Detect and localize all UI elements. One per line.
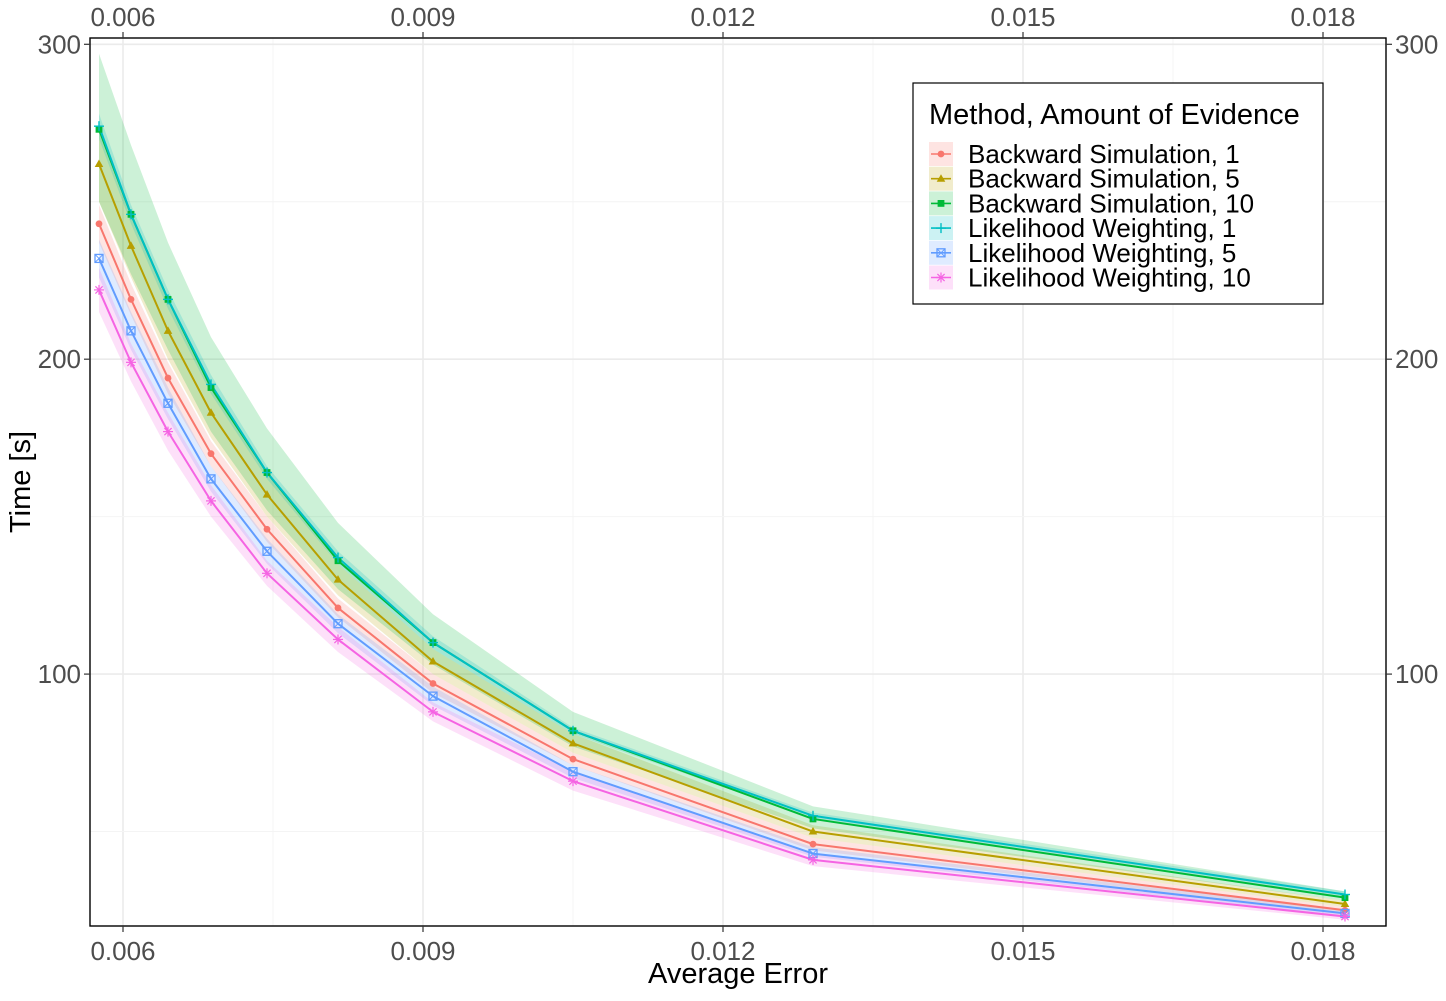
legend-item: Likelihood Weighting, 5 — [929, 238, 1236, 268]
x-tick-label-bottom: 0.009 — [390, 936, 455, 966]
x-axis-title: Average Error — [648, 958, 828, 990]
data-point — [809, 840, 817, 848]
data-point — [206, 408, 216, 416]
data-point — [1340, 889, 1350, 900]
legend-label: Likelihood Weighting, 10 — [968, 263, 1251, 293]
data-point — [333, 634, 343, 645]
data-point — [808, 827, 818, 835]
legend-box — [912, 82, 1324, 305]
data-point — [94, 284, 104, 295]
series-lines — [98, 125, 1346, 918]
legend-key-marker — [936, 174, 946, 182]
legend-label: Likelihood Weighting, 1 — [968, 213, 1236, 243]
data-point — [262, 568, 272, 579]
data-point — [428, 656, 438, 665]
data-point — [126, 326, 136, 336]
data-point — [94, 121, 104, 132]
data-point — [428, 691, 438, 701]
data-point — [569, 755, 577, 763]
legend-title: Method, Amount of Evidence — [929, 99, 1300, 131]
legend-key-marker — [936, 248, 946, 258]
x-tick-label-top: 0.015 — [990, 2, 1055, 32]
legend-key-marker — [936, 272, 946, 283]
data-point — [428, 706, 438, 717]
data-point — [1340, 899, 1350, 907]
legend-key-marker — [937, 200, 945, 207]
data-point — [262, 546, 272, 556]
y-tick-label-right: 200 — [1395, 344, 1438, 374]
series-line-0 — [98, 223, 1346, 912]
data-point — [568, 725, 578, 736]
legend-label: Backward Simulation, 1 — [968, 139, 1240, 169]
x-tick-label-bottom: 0.012 — [690, 936, 755, 966]
data-point — [333, 552, 343, 563]
x-tick-label-top: 0.006 — [90, 2, 155, 32]
legend-label: Backward Simulation, 10 — [968, 188, 1254, 218]
axes: 0.006 0.006 0.009 0.009 0.012 0.012 0.015 0.015… — [38, 2, 1439, 966]
y-tick-label-left: 100 — [38, 659, 81, 689]
series-line-5 — [98, 289, 1346, 918]
y-axis-title: Time [s] — [5, 431, 37, 533]
data-point — [206, 379, 216, 390]
data-point — [808, 810, 818, 821]
legend-key-marker — [937, 150, 945, 158]
data-point — [94, 159, 104, 167]
legend-item: Likelihood Weighting, 1 — [929, 213, 1236, 243]
data-point — [333, 619, 343, 629]
data-point — [163, 426, 173, 437]
data-point — [94, 253, 104, 264]
legend: Method, Amount of Evidence Backward Simu… — [912, 82, 1324, 305]
legend-item: Backward Simulation, 1 — [929, 139, 1240, 169]
data-point — [126, 357, 136, 368]
data-point — [333, 575, 343, 583]
data-point — [1340, 911, 1350, 922]
x-tick-label-bottom: 0.018 — [1290, 936, 1355, 966]
legend-key-marker — [936, 223, 946, 234]
plot-panel-border — [89, 37, 1387, 927]
data-point — [808, 848, 818, 859]
data-point — [163, 398, 173, 408]
data-point — [95, 220, 103, 228]
data-point — [334, 604, 342, 612]
series-markers — [94, 121, 1350, 922]
data-point — [126, 209, 136, 220]
data-point — [164, 374, 172, 382]
legend-label: Likelihood Weighting, 5 — [968, 238, 1236, 268]
y-tick-label-right: 100 — [1395, 659, 1438, 689]
series-line-1 — [98, 163, 1346, 905]
y-tick-label-left: 200 — [38, 344, 81, 374]
legend-item: Likelihood Weighting, 10 — [929, 263, 1251, 293]
data-point — [163, 294, 173, 305]
data-point — [206, 495, 216, 506]
data-point — [262, 490, 272, 498]
data-point — [163, 326, 173, 334]
data-point — [568, 776, 578, 787]
x-tick-label-bottom: 0.006 — [90, 936, 155, 966]
x-tick-label-top: 0.018 — [1290, 2, 1355, 32]
series-line-3 — [98, 125, 1346, 896]
data-point — [263, 525, 271, 533]
legend-item: Backward Simulation, 5 — [929, 164, 1240, 194]
data-point — [429, 680, 437, 687]
legend-item: Backward Simulation, 10 — [929, 188, 1254, 218]
data-point — [207, 450, 215, 458]
data-point — [206, 474, 216, 484]
data-point — [428, 637, 438, 648]
y-tick-label-right: 300 — [1395, 29, 1438, 59]
y-tick-label-left: 300 — [38, 29, 81, 59]
x-tick-label-bottom: 0.015 — [990, 936, 1055, 966]
data-point — [808, 854, 818, 865]
data-point — [262, 467, 272, 478]
x-tick-label-top: 0.009 — [390, 2, 455, 32]
legend-label: Backward Simulation, 5 — [968, 164, 1240, 194]
data-point — [127, 295, 135, 303]
x-tick-label-top: 0.012 — [690, 2, 755, 32]
series-line-4 — [98, 258, 1346, 915]
data-point — [568, 738, 578, 747]
data-point — [568, 767, 578, 777]
data-point — [126, 241, 136, 249]
